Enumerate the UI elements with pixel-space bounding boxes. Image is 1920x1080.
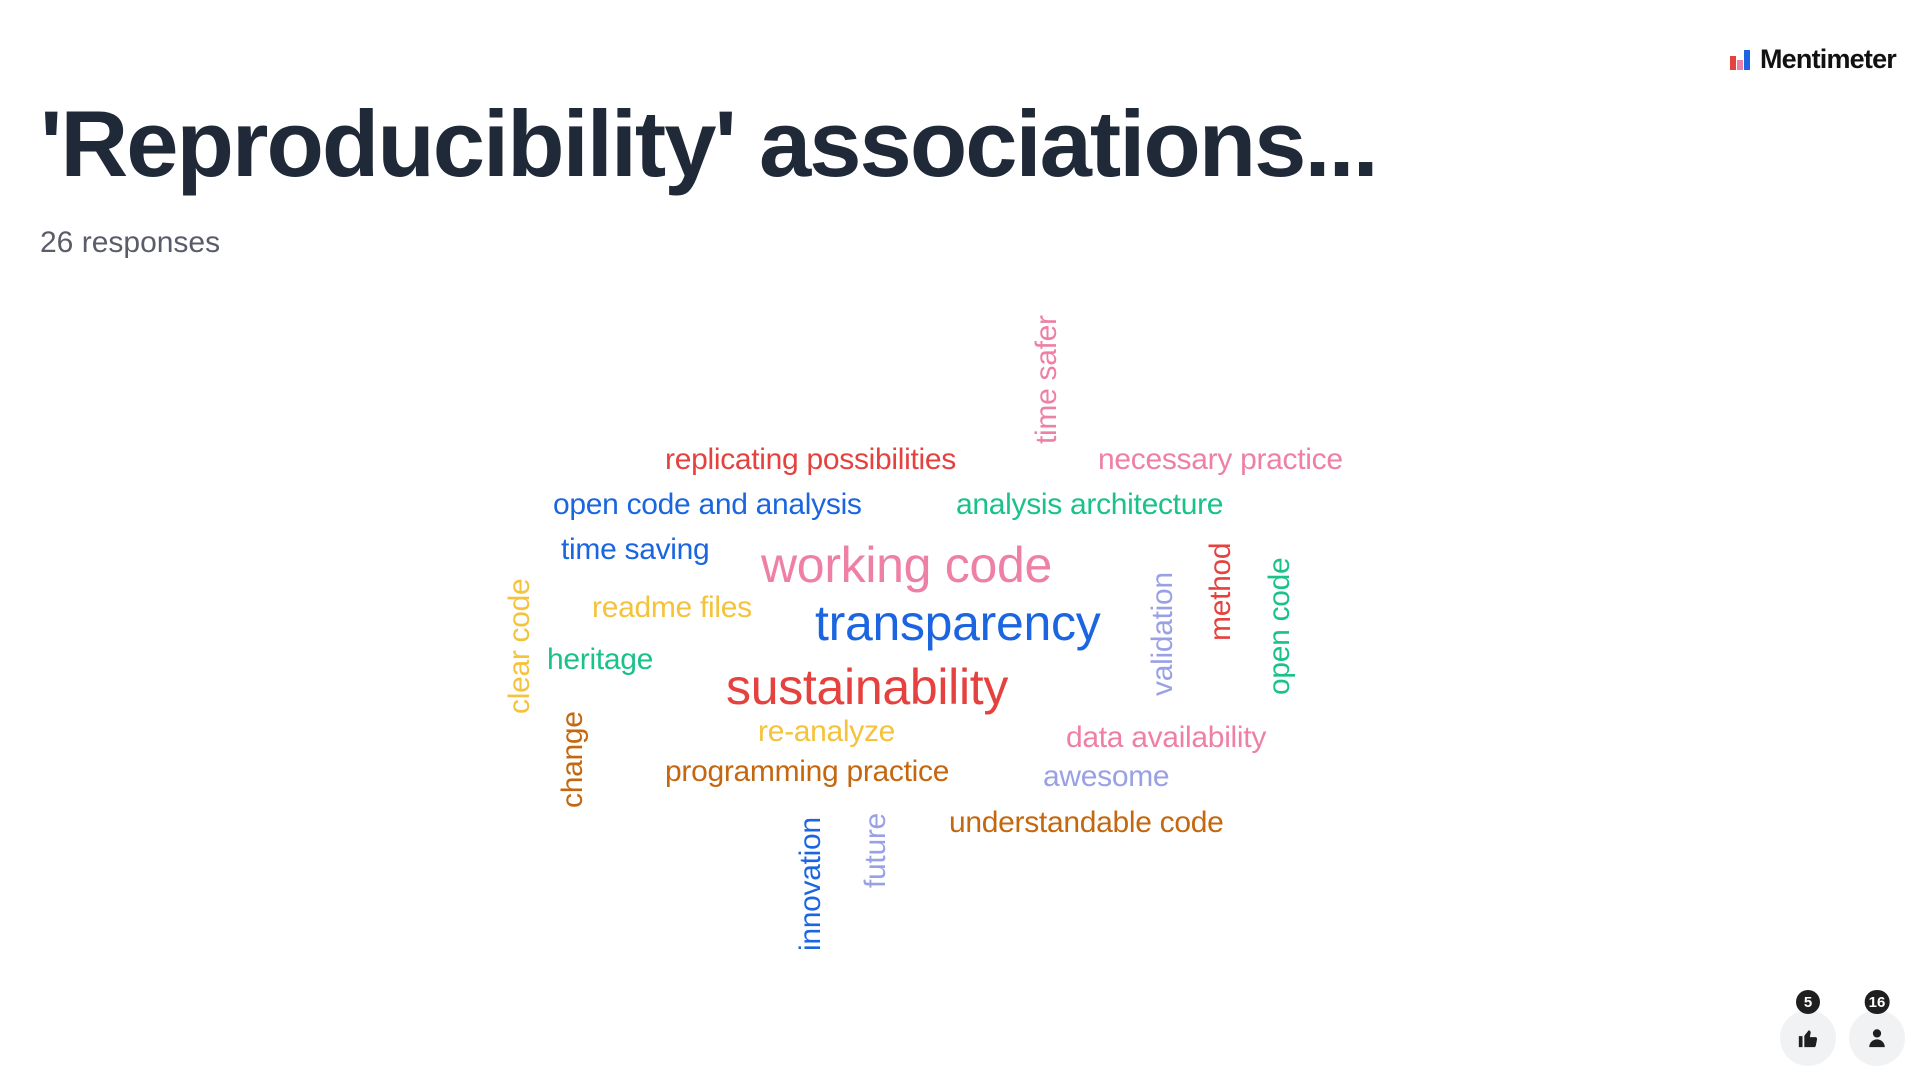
participants-button[interactable]: 16: [1849, 990, 1905, 1066]
cloud-word-method: method: [1204, 542, 1237, 641]
cloud-word-innovation: innovation: [794, 817, 827, 951]
cloud-word-data-availability: data availability: [1066, 721, 1267, 754]
cloud-word-awesome: awesome: [1043, 760, 1170, 793]
like-reaction-button[interactable]: 5: [1780, 990, 1836, 1066]
cloud-word-validation: validation: [1146, 572, 1179, 696]
cloud-word-sustainability: sustainability: [726, 659, 1009, 715]
cloud-word-open-code-and-analysis: open code and analysis: [553, 488, 862, 521]
cloud-word-necessary-practice: necessary practice: [1098, 443, 1343, 476]
cloud-word-change: change: [556, 711, 589, 808]
cloud-word-working-code: working code: [761, 537, 1053, 593]
cloud-word-clear-code: clear code: [503, 578, 536, 714]
cloud-word-time-saving: time saving: [561, 533, 710, 566]
slide-title: 'Reproducibility' associations...: [40, 91, 1379, 196]
cloud-word-heritage: heritage: [547, 643, 654, 676]
response-count: 26 responses: [40, 226, 221, 259]
like-count-badge: 5: [1796, 990, 1820, 1014]
cloud-word-understandable-code: understandable code: [949, 806, 1224, 839]
cloud-word-readme-files: readme files: [592, 591, 752, 624]
cloud-word-analysis-architecture: analysis architecture: [956, 488, 1224, 521]
cloud-word-open-code: open code: [1263, 557, 1296, 695]
mentimeter-logo-icon: [1729, 49, 1750, 70]
cloud-word-replicating-possibilities: replicating possibilities: [665, 443, 956, 476]
brand: Mentimeter: [1729, 44, 1897, 75]
cloud-word-future: future: [859, 813, 892, 888]
person-icon: [1869, 1029, 1885, 1048]
cloud-word-programming-practice: programming practice: [665, 755, 950, 788]
participant-count-badge: 16: [1864, 990, 1890, 1014]
thumbs-up-icon: [1798, 1030, 1818, 1048]
cloud-word-re-analyze: re-analyze: [758, 715, 896, 748]
cloud-word-time-safer: time safer: [1030, 315, 1063, 444]
brand-name: Mentimeter: [1759, 44, 1897, 74]
cloud-word-transparency: transparency: [815, 595, 1101, 651]
